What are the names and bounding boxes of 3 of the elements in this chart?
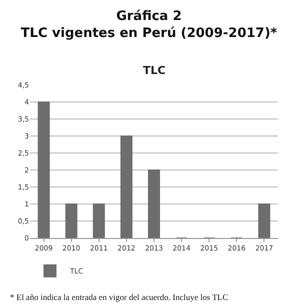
chart-title: Gráfica 2 TLC vigentes en Perú (2009-2017)* [20,8,278,41]
text: * El año indica la entrada en vigor del acuerdo. Incluye los TLC [10,292,228,302]
chart-subtitle: TLC [143,64,166,77]
